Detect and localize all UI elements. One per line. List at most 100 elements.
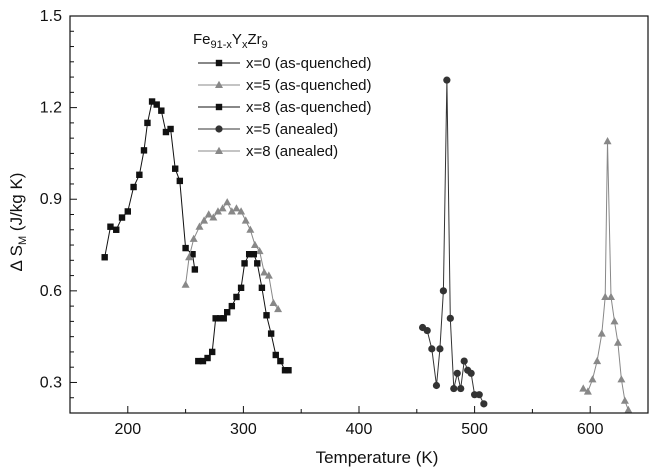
data-point xyxy=(272,351,279,359)
data-point xyxy=(610,317,619,325)
data-point xyxy=(281,367,289,374)
data-point xyxy=(597,329,606,337)
axis-ticks xyxy=(69,15,649,414)
data-point xyxy=(269,298,278,307)
data-point xyxy=(241,216,250,224)
data-point xyxy=(218,204,227,212)
data-point xyxy=(185,253,194,261)
legend-entry: x=0 (as-quenched) xyxy=(198,55,372,72)
legend-label: x=5 (anealed) xyxy=(246,121,338,138)
tick-labels: 200 300 400 500 600 0.3 0.6 0.9 1.2 1.5 xyxy=(40,8,604,438)
data-point xyxy=(136,171,143,178)
legend-title: Fe91-xYxZr9 xyxy=(193,31,268,51)
data-point xyxy=(277,357,284,365)
data-point xyxy=(101,254,108,261)
data-point xyxy=(144,119,151,127)
data-point xyxy=(593,356,602,365)
data-point xyxy=(245,251,253,258)
data-point xyxy=(263,312,270,319)
data-point xyxy=(204,210,213,218)
data-point xyxy=(223,198,232,206)
data-point xyxy=(428,345,436,353)
data-point xyxy=(450,384,458,393)
x-tick-label: 500 xyxy=(461,421,488,438)
y-tick-label: 1.2 xyxy=(40,100,62,117)
data-point xyxy=(588,375,597,383)
data-point xyxy=(227,207,236,215)
data-point xyxy=(241,260,248,267)
x-tick-label: 200 xyxy=(114,421,141,438)
legend-items: x=0 (as-quenched) x=5 (as-quenched) x=8 (a… xyxy=(198,55,372,160)
series-line xyxy=(422,80,485,405)
series-line xyxy=(185,201,279,310)
y-axis-title-delta: Δ S xyxy=(7,245,26,271)
y-tick-label: 0.6 xyxy=(40,283,62,300)
data-point xyxy=(209,213,218,221)
legend-label: x=8 (anealed) xyxy=(246,143,338,160)
data-point xyxy=(620,396,629,404)
series-3 xyxy=(195,251,292,374)
legend-marker xyxy=(215,146,223,154)
data-point xyxy=(475,391,483,399)
series-layer xyxy=(101,76,633,413)
legend-title-zr: Zr xyxy=(247,31,261,48)
data-point xyxy=(460,357,468,365)
data-point xyxy=(607,292,616,300)
data-point xyxy=(107,223,114,230)
data-point xyxy=(467,369,475,377)
data-point xyxy=(285,367,292,374)
x-tick-label: 600 xyxy=(577,421,604,438)
data-point xyxy=(195,222,204,230)
data-point xyxy=(601,292,610,300)
series-1 xyxy=(101,98,199,273)
data-point xyxy=(200,216,209,224)
data-point xyxy=(267,330,275,337)
data-point xyxy=(162,128,170,136)
data-point xyxy=(171,165,179,172)
data-point xyxy=(624,405,633,413)
y-tick-label: 0.3 xyxy=(40,374,62,391)
legend-title-fe: Fe xyxy=(193,31,211,48)
data-point xyxy=(258,284,266,291)
series-4 xyxy=(418,76,488,408)
data-point xyxy=(579,384,588,392)
data-point xyxy=(233,293,240,301)
series-line xyxy=(104,100,196,270)
data-point xyxy=(153,101,160,108)
data-point xyxy=(124,208,131,215)
legend-label: x=8 (as-quenched) xyxy=(246,99,372,116)
data-point xyxy=(255,246,264,255)
series-line xyxy=(583,141,629,411)
legend-marker xyxy=(215,80,223,88)
y-axis-title: Δ SM (J/kg K) xyxy=(7,173,29,272)
y-axis-title-subscript: M xyxy=(17,236,29,245)
legend-entry: x=5 (anealed) xyxy=(198,121,338,138)
data-point xyxy=(250,240,259,249)
y-tick-label: 0.9 xyxy=(40,191,62,208)
data-point xyxy=(189,234,198,242)
series-2 xyxy=(181,198,283,313)
legend-marker xyxy=(215,103,223,111)
legend-entry: x=5 (as-quenched) xyxy=(198,77,372,94)
data-point xyxy=(583,387,592,395)
data-point xyxy=(113,226,120,233)
data-point xyxy=(603,137,612,145)
data-point xyxy=(453,369,461,377)
data-point xyxy=(443,76,451,84)
data-point xyxy=(617,375,626,383)
data-point xyxy=(250,251,258,258)
legend-marker xyxy=(215,59,223,67)
data-point xyxy=(158,107,165,114)
series-line xyxy=(198,253,289,371)
y-axis-title-unit: (J/kg K) xyxy=(7,173,26,236)
data-point xyxy=(228,302,236,310)
data-point xyxy=(189,251,196,258)
legend: Fe91-xYxZr9 x=0 (as-quenched) x=5 (as-que… xyxy=(193,31,372,160)
data-point xyxy=(446,314,454,322)
data-point xyxy=(191,266,199,273)
legend-entry: x=8 (anealed) xyxy=(198,143,338,160)
series-5 xyxy=(579,137,633,413)
data-point xyxy=(254,260,261,267)
data-point xyxy=(264,271,273,279)
legend-marker xyxy=(215,125,223,133)
